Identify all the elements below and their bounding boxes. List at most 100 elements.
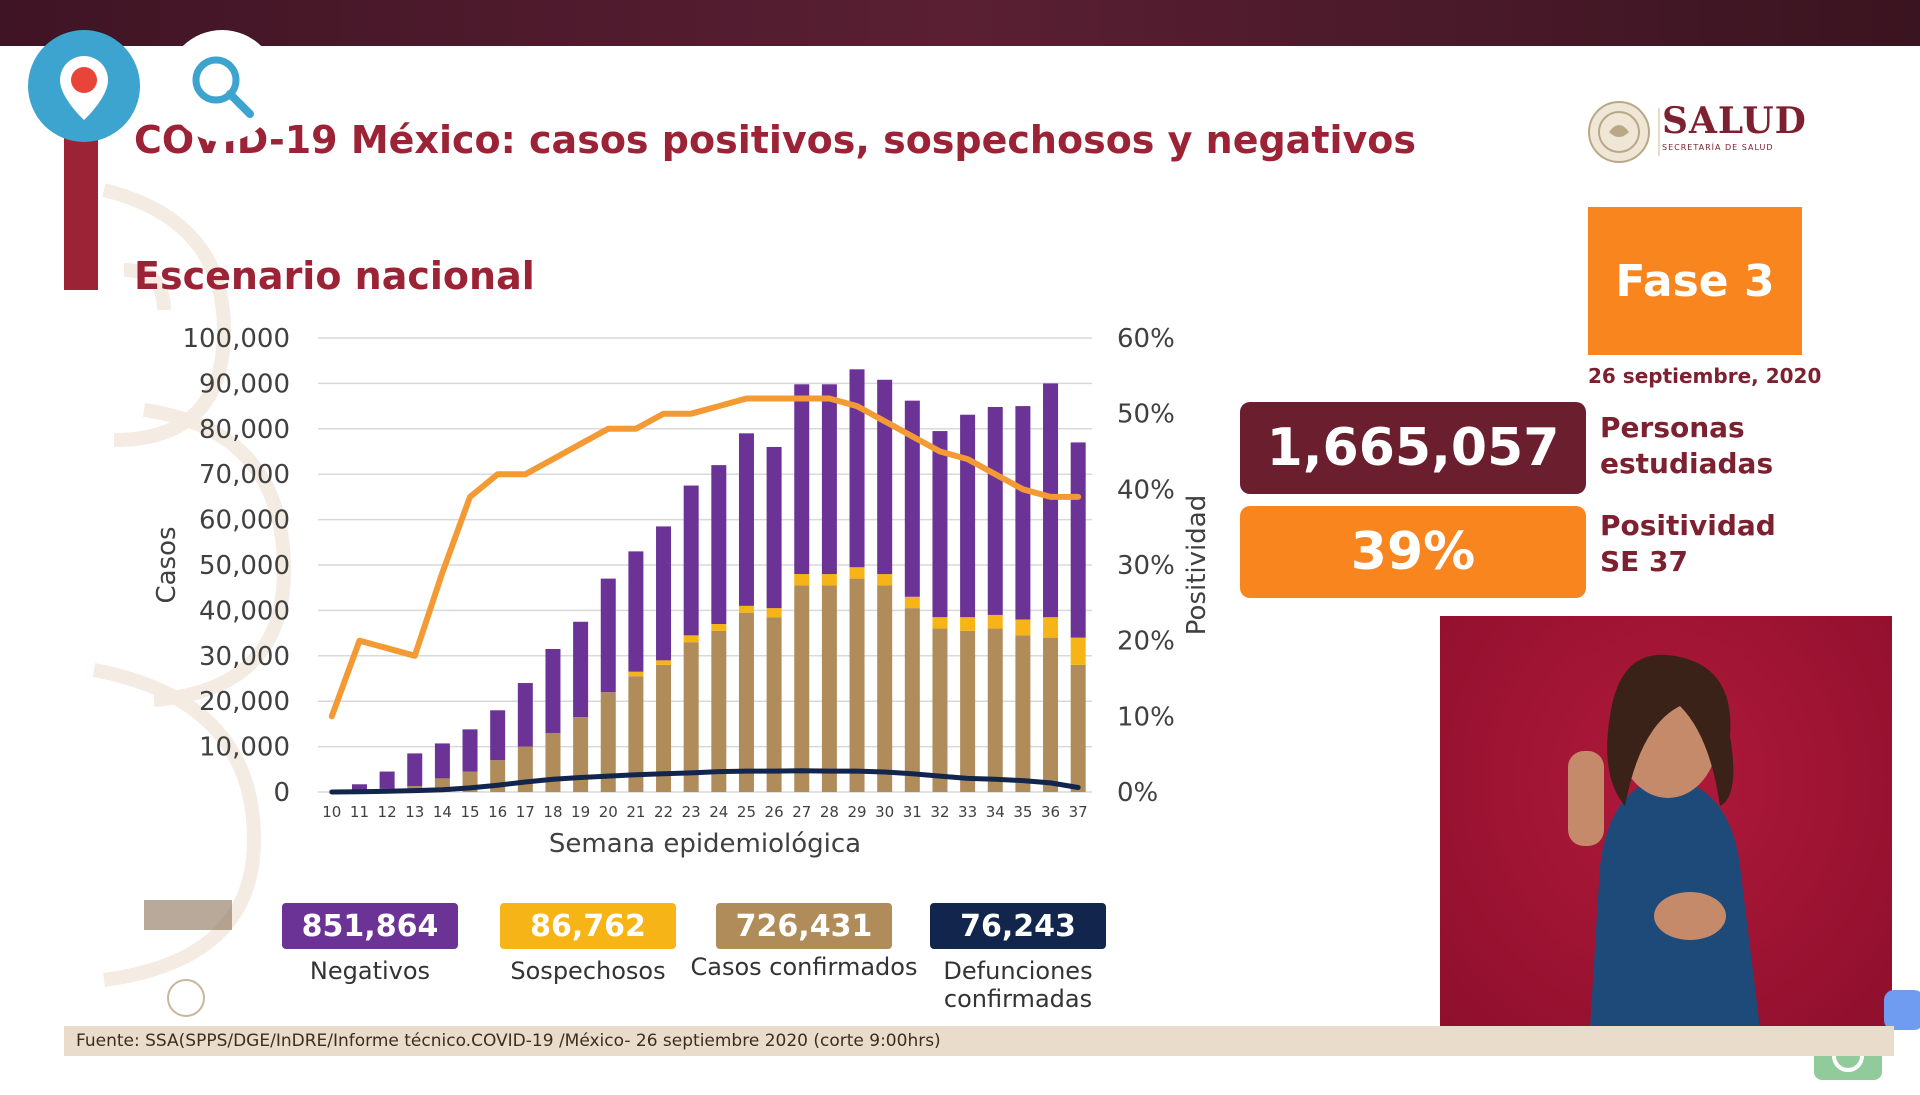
- y-tick-label: 90,000: [199, 369, 290, 399]
- positivity-box: 39%: [1240, 506, 1586, 598]
- bar-negativos: [683, 485, 699, 636]
- x-tick-label: 15: [460, 803, 479, 821]
- x-tick-label: 30: [875, 803, 894, 821]
- x-tick-label: 33: [958, 803, 977, 821]
- government-seal-icon: [144, 900, 232, 1017]
- line-positividad: [328, 395, 1082, 720]
- line-defunciones-confirmadas: [329, 768, 1081, 795]
- bar-sospechosos: [960, 617, 976, 631]
- x-tick-label: 23: [682, 803, 701, 821]
- page-subtitle: Escenario nacional: [134, 254, 535, 298]
- x-tick-label: 10: [322, 803, 341, 821]
- search-button[interactable]: [166, 30, 278, 142]
- y2-axis-label: Positividad: [1182, 495, 1212, 635]
- y-tick-label: 30,000: [199, 642, 290, 672]
- bar-casos-confirmados: [987, 628, 1003, 792]
- bar-casos-confirmados: [821, 585, 837, 792]
- bar-casos-confirmados: [1070, 664, 1086, 792]
- bar-casos-confirmados: [738, 612, 754, 792]
- bar-negativos: [656, 526, 672, 661]
- legend-sospechosos-value: 86,762: [500, 903, 676, 949]
- x-tick-label: 14: [433, 803, 452, 821]
- x-tick-label: 34: [986, 803, 1005, 821]
- bar-sospechosos: [1070, 637, 1086, 665]
- y-tick-label: 0: [273, 778, 290, 808]
- x-tick-label: 28: [820, 803, 839, 821]
- x-tick-label: 29: [847, 803, 866, 821]
- y2-tick-label: 30%: [1117, 551, 1175, 581]
- salud-emblem-icon: [1588, 101, 1660, 163]
- bar-negativos: [711, 465, 727, 625]
- bar-negativos: [1043, 383, 1059, 618]
- bar-negativos: [794, 384, 810, 575]
- x-tick-label: 25: [737, 803, 756, 821]
- bar-casos-confirmados: [794, 585, 810, 792]
- y-tick-label: 100,000: [182, 324, 290, 354]
- salud-logo-text: SALUD: [1662, 100, 1807, 142]
- legend-defunciones-label: Defunciones confirmadas: [943, 957, 1093, 1013]
- y-tick-label: 70,000: [199, 460, 290, 490]
- x-tick-label: 13: [405, 803, 424, 821]
- bar-negativos: [628, 551, 644, 672]
- bar-sospechosos: [877, 574, 893, 586]
- source-footer: Fuente: SSA(SPPS/DGE/InDRE/Informe técni…: [64, 1026, 1894, 1056]
- bar-negativos: [904, 400, 920, 597]
- location-pin-icon: [60, 56, 108, 120]
- y2-tick-label: 50%: [1117, 400, 1175, 430]
- bar-sospechosos: [1015, 619, 1031, 636]
- report-date: 26 septiembre, 2020: [1588, 364, 1822, 388]
- bar-casos-confirmados: [683, 642, 699, 792]
- bar-casos-confirmados: [960, 630, 976, 792]
- bar-sospechosos: [794, 574, 810, 586]
- camera-rotate-icon[interactable]: [1880, 980, 1920, 1030]
- background-pattern: [92, 183, 292, 987]
- bar-casos-confirmados: [573, 717, 589, 792]
- bar-negativos: [351, 784, 367, 792]
- legend-sospechosos-label: Sospechosos: [510, 957, 666, 985]
- x-tick-label: 26: [765, 803, 784, 821]
- x-tick-label: 20: [599, 803, 618, 821]
- bar-sospechosos: [821, 574, 837, 586]
- studied-label-line2: estudiadas: [1600, 447, 1774, 480]
- bar-sospechosos: [904, 596, 920, 609]
- bar-negativos: [766, 446, 782, 609]
- periscope-button[interactable]: [28, 30, 140, 142]
- bar-negativos: [849, 369, 865, 568]
- bar-negativos: [821, 384, 837, 575]
- bar-negativos: [1070, 442, 1086, 638]
- y2-tick-label: 20%: [1117, 627, 1175, 657]
- y-axis-label: Casos: [152, 526, 182, 603]
- browser-top-bar: [0, 0, 1920, 46]
- x-tick-label: 21: [626, 803, 645, 821]
- x-tick-label: 36: [1041, 803, 1060, 821]
- x-tick-label: 35: [1013, 803, 1032, 821]
- bar-sospechosos: [711, 624, 727, 631]
- bar-sospechosos: [738, 605, 754, 613]
- studied-label-line1: Personas: [1600, 411, 1745, 444]
- bar-negativos: [600, 578, 616, 693]
- bar-negativos: [434, 743, 450, 779]
- bar-sospechosos: [683, 635, 699, 643]
- bar-negativos: [987, 407, 1003, 615]
- bar-sospechosos: [628, 671, 644, 677]
- bar-sospechosos: [656, 660, 672, 665]
- legend-confirmados-label: Casos confirmados: [690, 953, 918, 981]
- x-tick-label: 22: [654, 803, 673, 821]
- legend-confirmados-value: 726,431: [716, 903, 892, 949]
- bar-negativos: [1015, 406, 1031, 620]
- bar-negativos: [877, 379, 893, 575]
- bar-sospechosos: [987, 614, 1003, 629]
- x-tick-label: 11: [350, 803, 369, 821]
- bar-sospechosos: [932, 617, 948, 629]
- bar-casos-confirmados: [600, 692, 616, 792]
- bar-negativos: [738, 433, 754, 606]
- bar-casos-confirmados: [1043, 637, 1059, 792]
- bar-casos-confirmados: [628, 676, 644, 792]
- bar-casos-confirmados: [877, 585, 893, 792]
- y2-tick-label: 10%: [1117, 702, 1175, 732]
- y-tick-label: 20,000: [199, 687, 290, 717]
- bar-negativos: [407, 753, 423, 787]
- y-tick-label: 80,000: [199, 415, 290, 445]
- x-tick-label: 31: [903, 803, 922, 821]
- y-tick-label: 60,000: [199, 506, 290, 536]
